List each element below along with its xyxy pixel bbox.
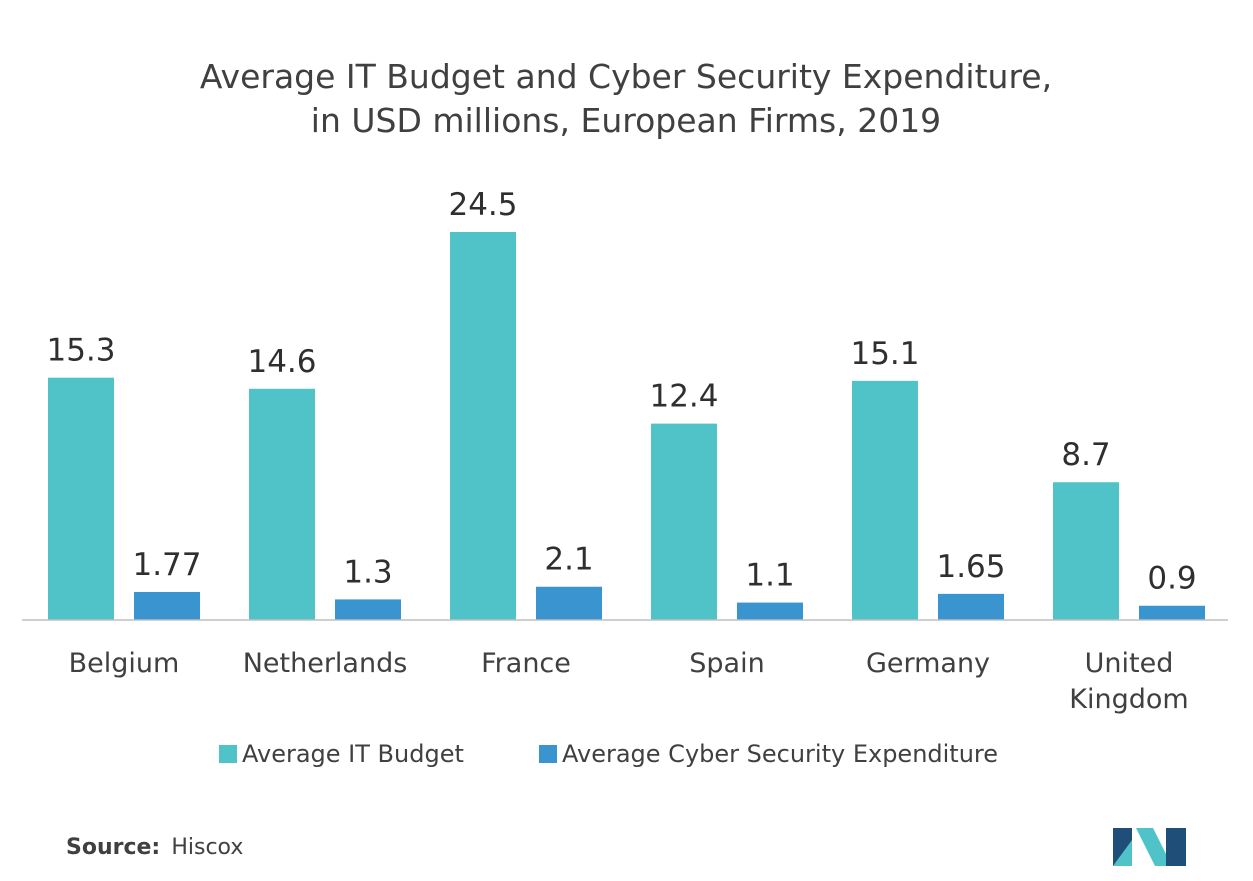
chart-title-line-2: in USD millions, European Firms, 2019: [311, 101, 941, 140]
legend-label-cyber-security: Average Cyber Security Expenditure: [562, 740, 998, 768]
value-label-france-cyber-security: 2.1: [544, 542, 593, 578]
chart-title: Average IT Budget and Cyber Security Exp…: [200, 57, 1052, 140]
legend-label-it-budget: Average IT Budget: [242, 740, 464, 768]
value-label-netherlands-it-budget: 14.6: [247, 344, 316, 380]
bar-spain-cyber-security: [737, 602, 803, 620]
value-label-netherlands-cyber-security: 1.3: [343, 554, 392, 590]
category-label-netherlands: Netherlands: [243, 648, 408, 679]
category-label-spain: Spain: [689, 648, 764, 679]
legend-swatch-it-budget: [219, 745, 237, 763]
chart-title-line-1: Average IT Budget and Cyber Security Exp…: [200, 57, 1052, 96]
value-label-spain-cyber-security: 1.1: [745, 558, 794, 594]
category-label-germany: Germany: [866, 648, 990, 679]
source-note: Source: Hiscox: [66, 835, 243, 860]
value-label-germany-it-budget: 15.1: [850, 336, 919, 372]
source-label: Source:: [66, 835, 160, 860]
bars: [48, 232, 1205, 620]
logo-shape-right: [1166, 828, 1186, 866]
svg-text:Source: Hiscox: Source: Hiscox: [66, 835, 243, 860]
value-label-united-kingdom-it-budget: 8.7: [1061, 437, 1110, 473]
value-label-belgium-it-budget: 15.3: [46, 333, 115, 369]
bar-united-kingdom-cyber-security: [1139, 605, 1205, 620]
bar-france-it-budget: [450, 232, 516, 620]
bar-netherlands-it-budget: [249, 388, 315, 620]
legend: Average IT Budget Average Cyber Security…: [219, 740, 998, 768]
bar-spain-it-budget: [651, 423, 717, 620]
bar-united-kingdom-it-budget: [1053, 482, 1119, 620]
bar-germany-it-budget: [852, 380, 918, 620]
value-label-germany-cyber-security: 1.65: [936, 549, 1005, 585]
bar-belgium-cyber-security: [134, 591, 200, 620]
category-labels: Belgium Netherlands France Spain Germany Unit…: [69, 648, 1189, 715]
company-logo: [1113, 828, 1186, 866]
bar-germany-cyber-security: [938, 593, 1004, 620]
category-label-france: France: [481, 648, 571, 679]
category-label-united-kingdom: United Kingdom: [1069, 648, 1188, 715]
bar-france-cyber-security: [536, 586, 602, 620]
bar-belgium-it-budget: [48, 377, 114, 620]
logo-shape-accent: [1113, 840, 1132, 866]
source-value: Hiscox: [171, 835, 243, 860]
logo-shape-middle: [1136, 828, 1172, 866]
value-labels: 15.3 1.77 14.6 1.3 24.5 2.1 12.4 1.1 15.1 1.65 8.7…: [46, 187, 1196, 597]
category-label-belgium: Belgium: [69, 648, 180, 679]
value-label-france-it-budget: 24.5: [448, 187, 517, 223]
value-label-united-kingdom-cyber-security: 0.9: [1147, 561, 1196, 597]
value-label-spain-it-budget: 12.4: [649, 379, 718, 415]
bar-netherlands-cyber-security: [335, 599, 401, 620]
legend-swatch-cyber-security: [539, 745, 557, 763]
value-label-belgium-cyber-security: 1.77: [132, 547, 201, 583]
